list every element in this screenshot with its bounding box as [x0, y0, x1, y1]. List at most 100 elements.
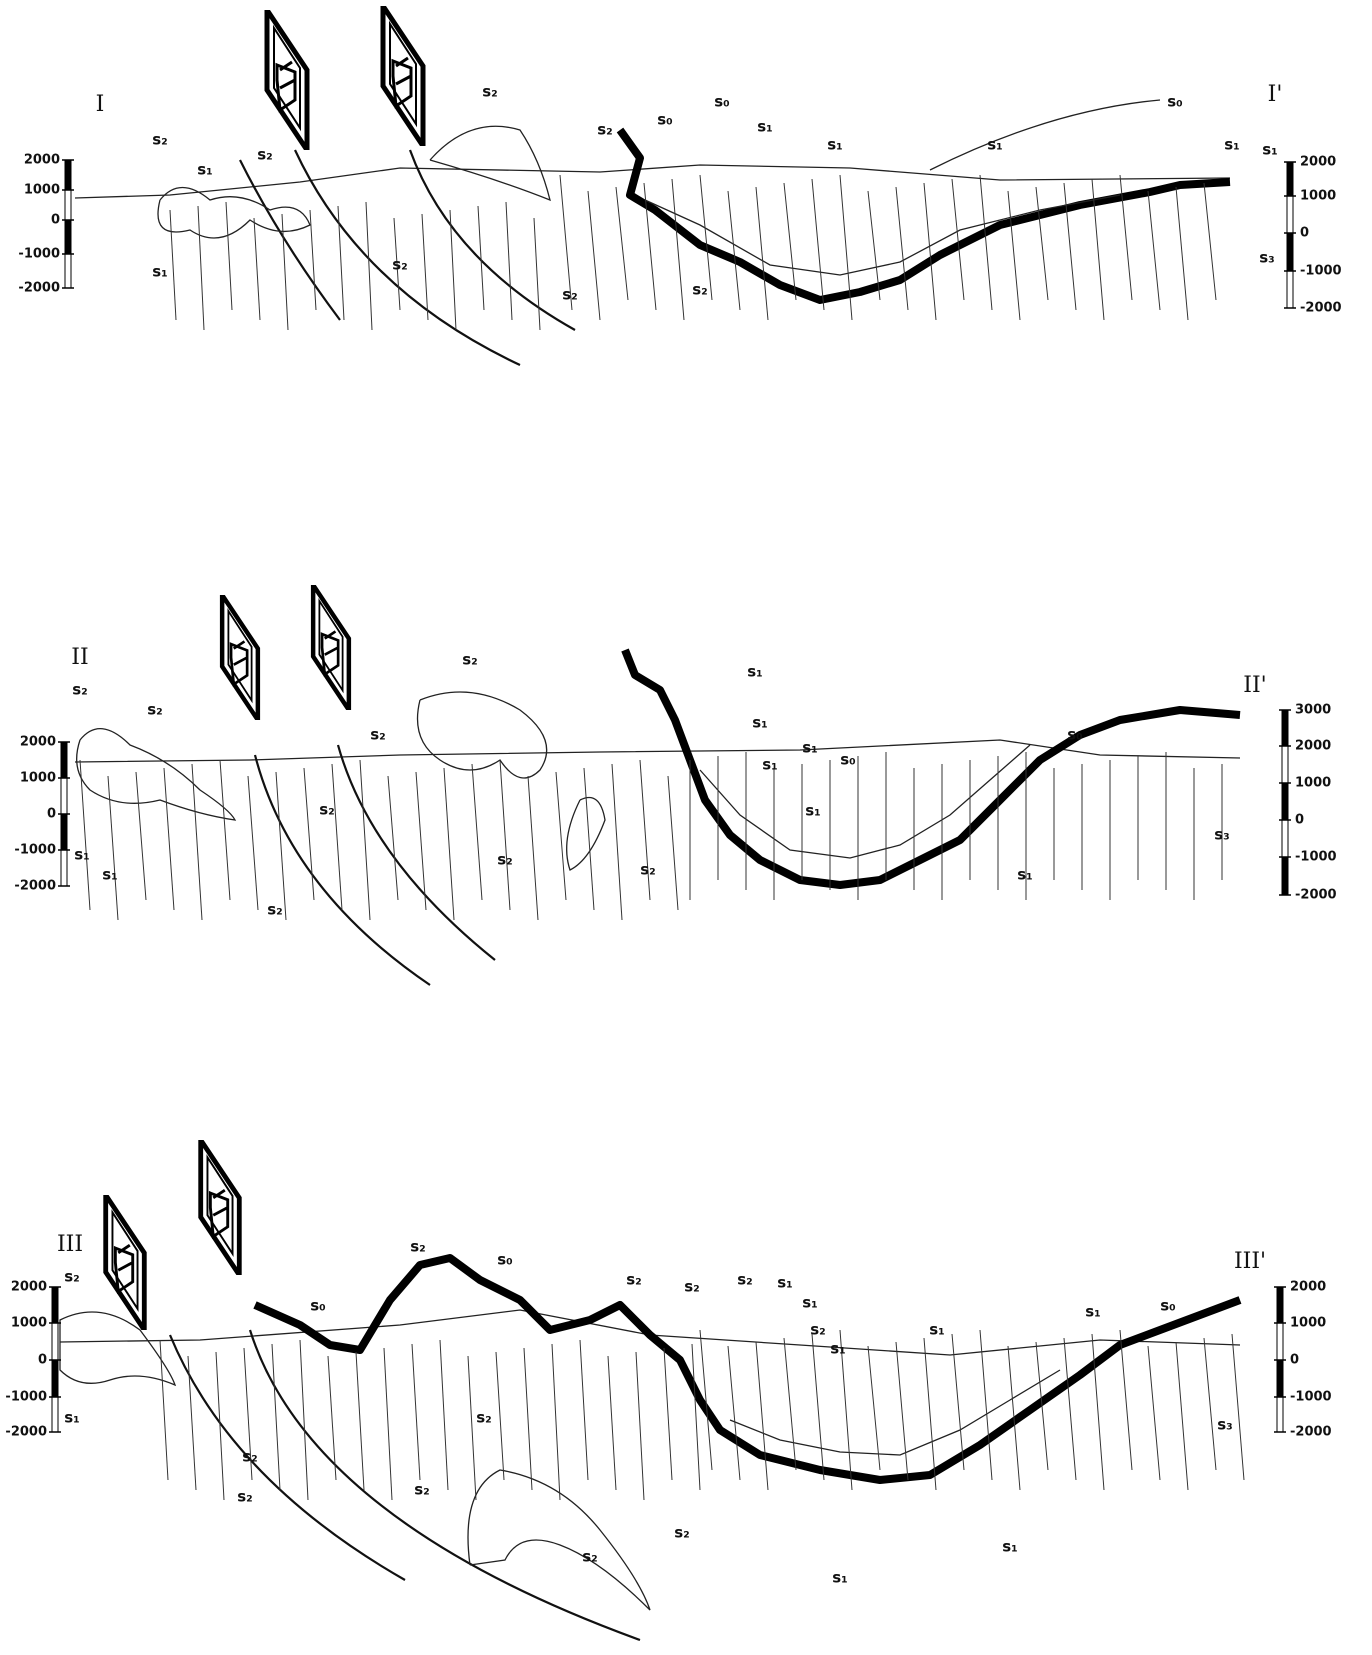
structure-label: s₁: [747, 663, 763, 681]
cleavage-trace: [527, 775, 539, 921]
scale-label: -1000: [18, 247, 60, 262]
cleavage-trace: [197, 205, 205, 331]
cleavage-trace: [583, 767, 595, 911]
section-label: I: [96, 92, 105, 117]
structure-label: s₂: [476, 1409, 492, 1427]
structure-label: s₃: [1259, 249, 1275, 267]
block-icon: [267, 10, 307, 150]
cleavage-trace: [107, 775, 119, 921]
cleavage-trace: [923, 1337, 937, 1491]
geology-drawing: [59, 6, 1245, 1642]
horizon: [699, 744, 1031, 859]
scale-segment: [1276, 1396, 1284, 1433]
structure-label: s₂: [640, 861, 656, 879]
cleavage-trace: [1035, 1341, 1049, 1471]
block-icon: [313, 585, 349, 710]
cleavage-trace: [699, 1329, 713, 1471]
cleavage-trace: [191, 763, 203, 921]
scale-segment: [60, 777, 68, 815]
scale-label: 0: [1290, 1353, 1299, 1368]
cleavage-trace: [691, 1343, 701, 1491]
scale-segment: [64, 189, 72, 221]
cleavage-trace: [275, 771, 287, 921]
cleavage-trace: [1007, 1345, 1021, 1491]
structure-label: s₂: [497, 851, 513, 869]
structure-label: s₂: [147, 701, 163, 719]
scale-segment: [60, 849, 68, 887]
cleavage-trace: [499, 759, 511, 911]
cleavage-trace: [421, 213, 429, 321]
cleavage-trace: [635, 1351, 645, 1501]
cleavage-trace: [551, 1343, 561, 1501]
block-icon: [106, 1195, 145, 1330]
fault: [336, 744, 496, 961]
cleavage-trace: [1147, 190, 1161, 311]
basin-horizon: [621, 648, 1241, 889]
scale-label: 2000: [11, 1280, 47, 1295]
structure-label: s₂: [152, 131, 168, 149]
scale-segment: [64, 253, 72, 289]
scale-label: 2000: [1290, 1280, 1326, 1295]
cleavage-trace: [533, 217, 541, 331]
cleavage-trace: [559, 174, 573, 311]
scale-segment: [1276, 1359, 1284, 1398]
cleavage-trace: [355, 1351, 365, 1491]
cleavage-trace: [1175, 1341, 1189, 1491]
structure-label: s₃: [1214, 826, 1230, 844]
cleavage-trace: [1091, 1333, 1105, 1491]
cleavage-trace: [663, 1347, 673, 1481]
scale-label: 2000: [20, 735, 56, 750]
cleavage-trace: [1203, 182, 1217, 301]
structure-label: s₂: [597, 121, 613, 139]
scale-segment: [60, 741, 68, 779]
cleavage-trace: [895, 186, 909, 311]
horizon: [729, 1369, 1061, 1456]
structure-label: s₂: [257, 146, 273, 164]
cleavage-trace: [755, 1341, 769, 1491]
cleavage-trace: [327, 1355, 337, 1481]
section-label: III': [1234, 1249, 1266, 1274]
cleavage-trace: [979, 1329, 993, 1481]
cleavage-trace: [895, 1341, 909, 1481]
cleavage-trace: [299, 1339, 309, 1501]
structure-label: s₀: [714, 93, 730, 111]
cleavage-trace: [1063, 1337, 1077, 1481]
section-label: II: [71, 645, 88, 670]
cleavage-trace: [219, 759, 231, 901]
structure-label: s₀: [1067, 726, 1083, 744]
scale-segment: [51, 1322, 59, 1361]
scale-label: 0: [47, 807, 56, 822]
structure-label: s₁: [197, 161, 213, 179]
section-label: III: [57, 1232, 83, 1257]
cleavage-trace: [755, 186, 769, 321]
cleavage-trace: [253, 217, 261, 321]
cleavage-trace: [271, 1343, 281, 1491]
cleavage-trace: [1063, 182, 1077, 311]
basin-horizon: [253, 1254, 1242, 1484]
structure-label: s₂: [319, 801, 335, 819]
cleavage-trace: [383, 1347, 393, 1501]
structure-label: s₂: [462, 651, 478, 669]
fold-body: [76, 727, 237, 821]
structure-label: s₁: [987, 136, 1003, 154]
structure-label: s₁: [777, 1274, 793, 1292]
cleavage-trace: [643, 182, 657, 311]
structure-label: s₁: [802, 1294, 818, 1312]
structure-label: s₁: [74, 846, 90, 864]
cleavage-trace: [579, 1339, 589, 1481]
structure-label: s₁: [64, 1409, 80, 1427]
cleavage-trace: [303, 767, 315, 901]
cleavage-trace: [867, 1345, 881, 1471]
scale-segment: [1286, 161, 1294, 197]
cleavage-trace: [811, 178, 825, 311]
structure-label: s₁: [1017, 866, 1033, 884]
scale-segment: [1281, 745, 1289, 784]
cleavage-trace: [443, 767, 455, 921]
cleavage-trace: [359, 759, 371, 921]
fault: [408, 149, 576, 331]
cleavage-trace: [163, 767, 175, 911]
structure-label: s₁: [152, 263, 168, 281]
structure-label: s₂: [414, 1481, 430, 1499]
labels: I I'200010000-1000-2000200010000-1000-200…: [5, 82, 1341, 1587]
fault: [239, 159, 341, 321]
